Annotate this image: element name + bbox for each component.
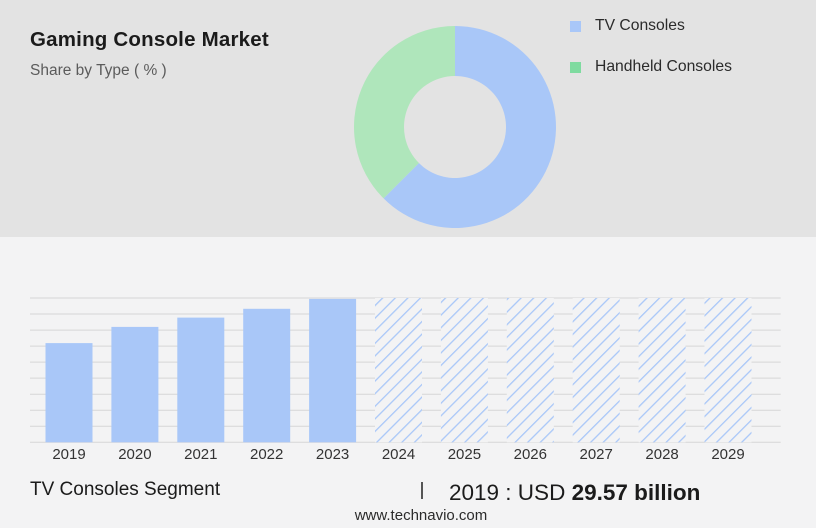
svg-text:2029: 2029 bbox=[711, 446, 744, 463]
svg-text:2021: 2021 bbox=[184, 446, 217, 463]
svg-text:2023: 2023 bbox=[316, 446, 349, 463]
svg-text:2028: 2028 bbox=[645, 446, 678, 463]
svg-text:2022: 2022 bbox=[250, 446, 283, 463]
svg-text:2027: 2027 bbox=[580, 446, 613, 463]
svg-text:2019: 2019 bbox=[52, 446, 85, 463]
svg-text:2025: 2025 bbox=[448, 446, 481, 463]
svg-text:2024: 2024 bbox=[382, 446, 415, 463]
svg-text:2020: 2020 bbox=[118, 446, 151, 463]
svg-text:2026: 2026 bbox=[514, 446, 547, 463]
